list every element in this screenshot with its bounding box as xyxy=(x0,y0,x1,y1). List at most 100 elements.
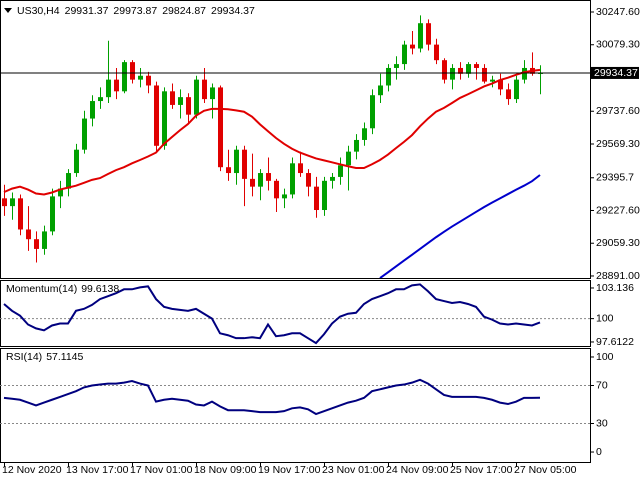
candle-body xyxy=(402,44,407,65)
candle-body xyxy=(130,62,135,80)
candle-body xyxy=(386,67,391,86)
candle-body xyxy=(26,229,31,240)
last-price-label: 29934.37 xyxy=(594,67,638,79)
indicator-value: 57.1145 xyxy=(46,351,83,363)
candle-body xyxy=(242,149,247,179)
x-tick-label: 23 Nov 01:00 xyxy=(322,464,385,476)
rsi-panel-border xyxy=(0,348,591,463)
candle-body xyxy=(330,176,335,181)
candle-body xyxy=(122,62,127,92)
candle-body xyxy=(218,87,223,168)
candle-body xyxy=(98,97,103,102)
last-high: 29973.87 xyxy=(113,5,157,17)
candle-body xyxy=(346,151,351,166)
candle-body xyxy=(266,173,271,181)
candle-body xyxy=(74,149,79,174)
candle-body xyxy=(338,165,343,177)
candle-body xyxy=(178,97,183,105)
x-tick-label: 12 Nov 2020 xyxy=(2,464,62,476)
candle-body xyxy=(138,75,143,80)
candle-body xyxy=(394,64,399,68)
frame xyxy=(0,0,591,463)
last-open: 29931.37 xyxy=(65,5,109,17)
x-tick-label: 13 Nov 17:00 xyxy=(66,464,129,476)
y-tick-label: 70 xyxy=(596,379,608,391)
candle-body xyxy=(90,101,95,119)
indicator-value: 99.6138 xyxy=(81,283,119,295)
y-tick-label: 29395.7 xyxy=(596,172,634,184)
candle-body xyxy=(234,149,239,174)
candle-body xyxy=(226,167,231,174)
y-tick-label: 28891.00 xyxy=(596,270,640,282)
last-close: 29934.37 xyxy=(211,5,255,17)
candle-body xyxy=(58,188,63,197)
panel-plot xyxy=(0,283,590,345)
y-tick-label: 30247.60 xyxy=(596,6,640,18)
candle-body xyxy=(154,85,159,146)
candle-body xyxy=(146,75,151,86)
candle-body xyxy=(170,91,175,105)
x-tick-label: 25 Nov 17:00 xyxy=(450,464,513,476)
candle-body xyxy=(306,173,311,187)
candle-body xyxy=(194,79,199,115)
candle-body xyxy=(186,97,191,115)
candle-body xyxy=(498,79,503,90)
candle-body xyxy=(370,95,375,129)
candle-body xyxy=(82,118,87,150)
candle-body xyxy=(482,67,487,82)
candle-body xyxy=(18,198,23,230)
last-low: 29824.87 xyxy=(162,5,206,17)
panel-plot xyxy=(0,378,590,425)
candle-body xyxy=(314,186,319,211)
candle-body xyxy=(250,178,255,187)
candle-body xyxy=(442,60,447,80)
candle-body xyxy=(290,163,295,195)
candle-body xyxy=(282,194,287,199)
moving-average xyxy=(379,174,541,278)
symbol: US30,H4 xyxy=(17,5,60,17)
candle-body xyxy=(106,79,111,98)
candle-body xyxy=(362,128,367,140)
candle-body xyxy=(458,67,463,74)
y-tick-label: 29227.60 xyxy=(596,204,640,216)
candle-body xyxy=(34,239,39,249)
candle-body xyxy=(490,79,495,82)
y-tick-label: 29569.30 xyxy=(596,138,640,150)
candle-body xyxy=(434,44,439,61)
x-tick-label: 27 Nov 05:00 xyxy=(514,464,577,476)
y-tick-label: 30 xyxy=(596,417,608,429)
y-tick-label: 100 xyxy=(596,312,614,324)
chart-title: US30,H4 29931.37 29973.87 29824.87 29934.37 xyxy=(17,5,255,17)
candle-body xyxy=(322,180,327,211)
candle-body xyxy=(378,85,383,96)
x-tick-label: 18 Nov 09:00 xyxy=(194,464,257,476)
y-tick-label: 103.136 xyxy=(596,282,634,294)
candle-body xyxy=(114,79,119,92)
x-tick-label: 19 Nov 17:00 xyxy=(258,464,321,476)
candle-body xyxy=(410,44,415,49)
y-tick-label: 29059.30 xyxy=(596,237,640,249)
candle-body xyxy=(354,139,359,152)
candle-body xyxy=(2,198,7,207)
y-tick-label: 29737.60 xyxy=(596,105,640,117)
momentum-title: Momentum(14) 99.6138 xyxy=(6,283,119,295)
candle-body xyxy=(274,180,279,199)
candle-body xyxy=(50,196,55,232)
line xyxy=(3,378,541,416)
momentum-panel-border xyxy=(0,280,591,347)
candle-body xyxy=(466,64,471,74)
symbol-icon xyxy=(4,8,12,13)
plot-layer: 30247.60 30079.30 29737.60 29569.30 29395.7 2… xyxy=(0,6,640,476)
candle-body xyxy=(418,23,423,49)
panel-plot xyxy=(2,15,543,278)
candle-body xyxy=(522,67,527,80)
rsi-title: RSI(14) 57.1145 xyxy=(6,351,84,363)
main-panel-border xyxy=(0,0,591,279)
last-price-box xyxy=(591,66,639,79)
y-tick-label: 100 xyxy=(596,351,614,363)
x-tick-label: 24 Nov 09:00 xyxy=(386,464,449,476)
candle-body xyxy=(10,198,15,207)
line xyxy=(3,283,541,345)
